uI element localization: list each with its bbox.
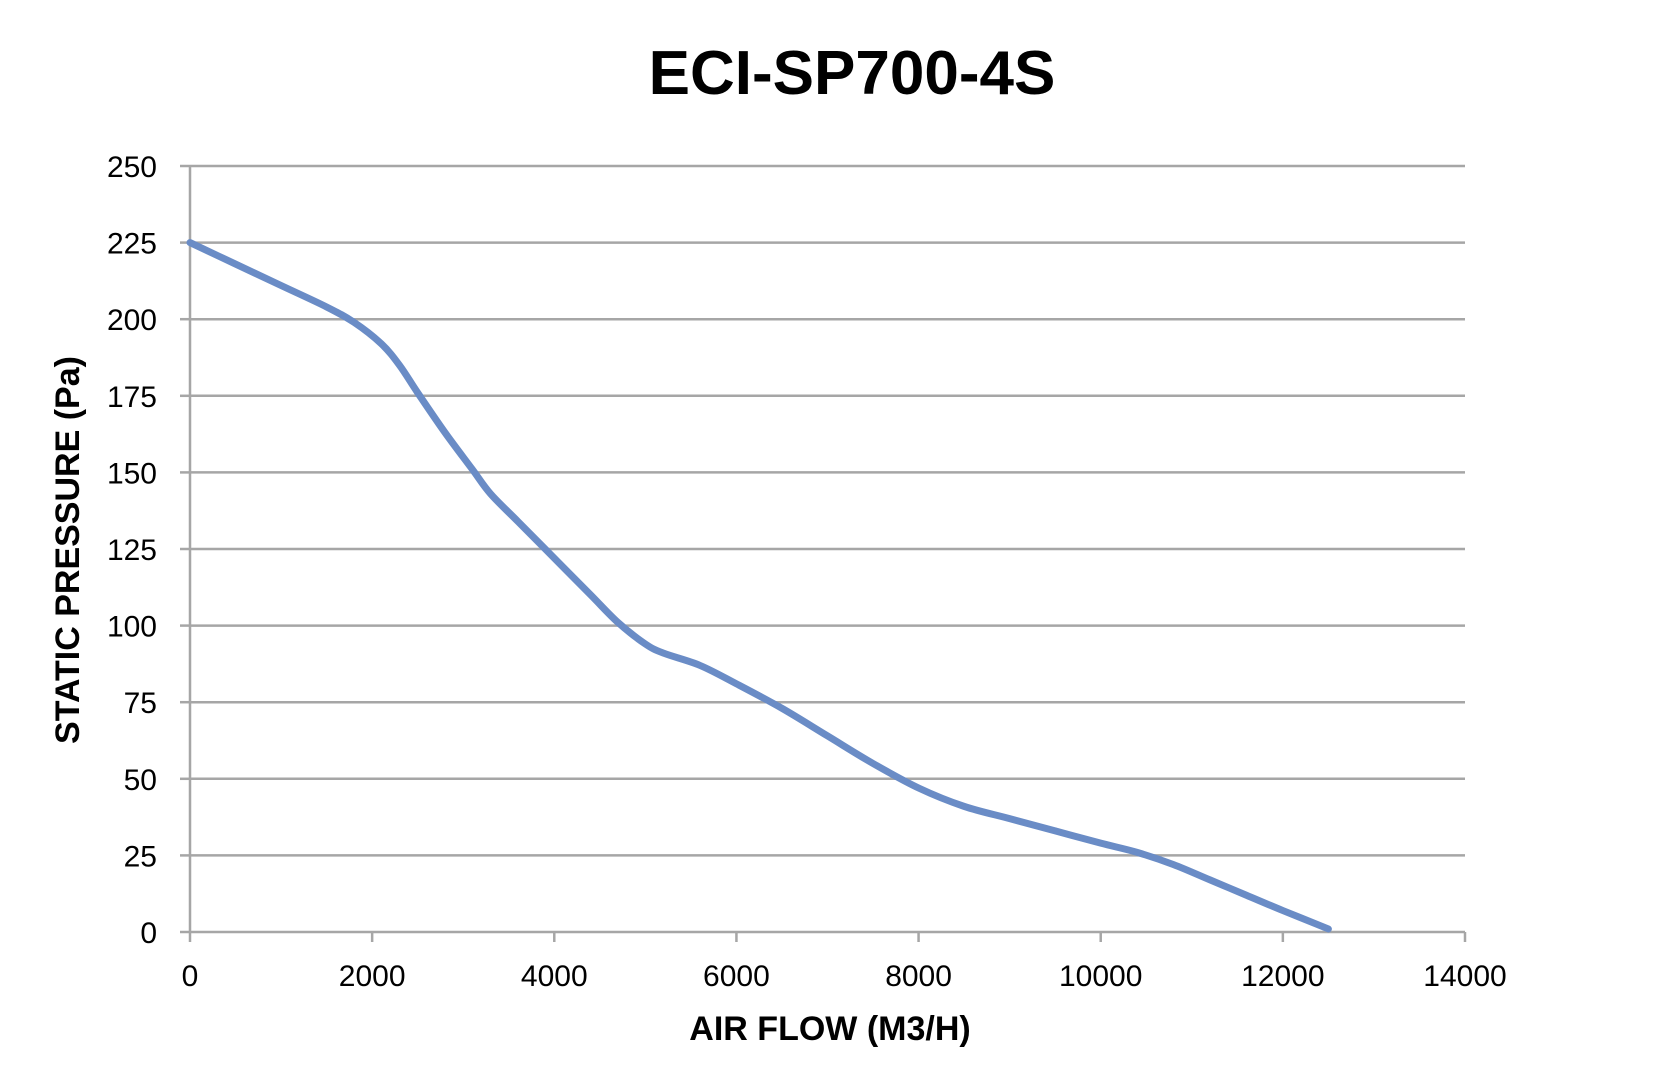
y-tick-label: 50 — [124, 764, 157, 797]
x-tick-label: 10000 — [1059, 960, 1142, 993]
x-tick-label: 12000 — [1241, 960, 1324, 993]
x-tick-label: 6000 — [703, 960, 770, 993]
series-line — [186, 239, 1332, 933]
y-tick-label: 0 — [140, 917, 157, 950]
y-tick-label: 150 — [107, 457, 157, 490]
axes — [180, 164, 1467, 942]
x-tick-label: 8000 — [885, 960, 952, 993]
x-tick-label: 2000 — [339, 960, 406, 993]
y-tick-label: 25 — [124, 840, 157, 873]
x-axis-title: AIR FLOW (M3/H) — [689, 1010, 970, 1048]
y-tick-label: 175 — [107, 381, 157, 414]
y-tick-label: 100 — [107, 611, 157, 644]
y-tick-label: 125 — [107, 534, 157, 567]
y-tick-label: 225 — [107, 228, 157, 261]
y-tick-label: 200 — [107, 304, 157, 337]
x-tick-label: 4000 — [521, 960, 588, 993]
x-tick-labels: 0 2000 4000 6000 8000 10000 12000 14000 — [182, 960, 1507, 993]
x-tick-label: 14000 — [1423, 960, 1506, 993]
x-tick-label: 0 — [182, 960, 199, 993]
y-tick-label: 75 — [124, 687, 157, 720]
gridlines — [190, 164, 1465, 857]
chart-title: ECI-SP700-4S — [649, 39, 1056, 108]
series — [186, 239, 1332, 933]
y-axis-title: STATIC PRESSURE (Pa) — [49, 356, 87, 744]
y-tick-label: 250 — [107, 151, 157, 184]
y-tick-labels: 0 25 50 75 100 125 150 175 200 225 250 — [107, 151, 157, 950]
